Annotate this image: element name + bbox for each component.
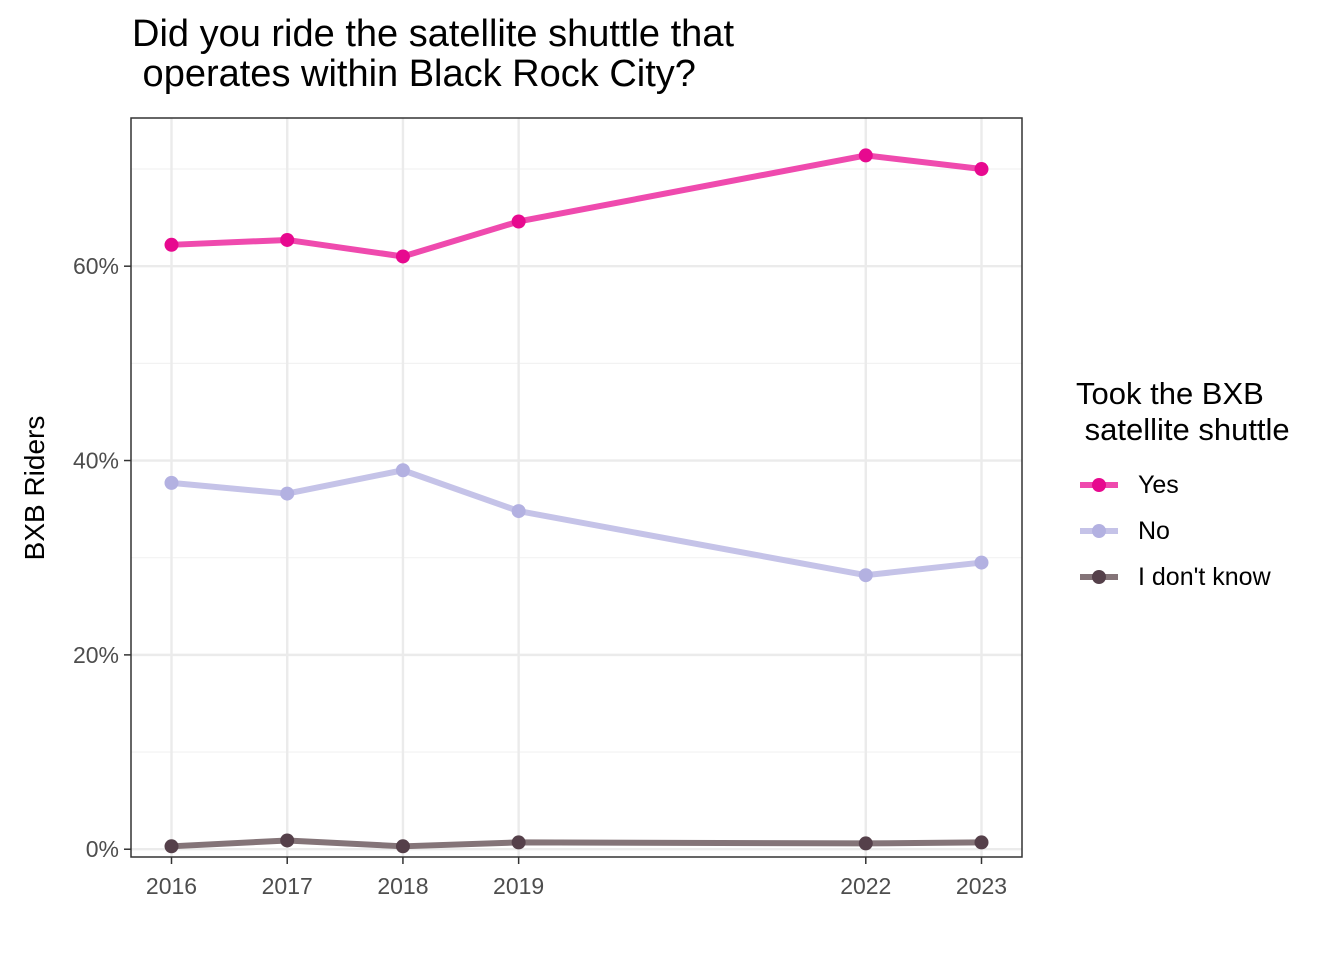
- data-point: [858, 836, 873, 851]
- legend-key: [1076, 462, 1122, 508]
- x-tick-label: 2022: [840, 873, 891, 899]
- data-point: [858, 148, 873, 163]
- data-point: [395, 249, 410, 264]
- data-point: [164, 839, 179, 854]
- data-point: [164, 475, 179, 490]
- legend-items: Yes No I don't know: [1076, 462, 1290, 600]
- data-point: [974, 835, 989, 850]
- series-lines: [164, 148, 989, 854]
- series-line: [171, 152, 982, 260]
- plot-border: [130, 117, 1023, 858]
- legend-label: I don't know: [1138, 562, 1271, 591]
- x-tick-label: 2016: [146, 873, 197, 899]
- legend-key: [1076, 554, 1122, 600]
- chart-title: Did you ride the satellite shuttle that …: [132, 13, 735, 95]
- data-point: [511, 835, 526, 850]
- legend-item: No: [1076, 508, 1290, 554]
- grid-lines: [131, 118, 1022, 857]
- data-point: [511, 504, 526, 519]
- x-tick-label: 2019: [493, 873, 544, 899]
- legend-key-dot: [1092, 478, 1106, 492]
- y-tick-label: 20%: [73, 642, 119, 668]
- legend-item: I don't know: [1076, 554, 1290, 600]
- y-tick-label: 60%: [73, 253, 119, 279]
- data-point: [280, 232, 295, 247]
- y-tick-label: 40%: [73, 448, 119, 474]
- axes: 0% 20% 40% 60% 2016 2017 2018 2019 2022 2023: [73, 253, 1007, 899]
- x-tick-label: 2018: [377, 873, 428, 899]
- x-tick-label: 2017: [262, 873, 313, 899]
- data-point: [858, 568, 873, 583]
- y-axis-label: BXB Riders: [19, 416, 50, 561]
- data-point: [511, 214, 526, 229]
- legend-key-dot: [1092, 570, 1106, 584]
- legend-title: Took the BXB satellite shuttle: [1076, 376, 1290, 447]
- data-point: [974, 162, 989, 177]
- data-point: [974, 555, 989, 570]
- y-tick-label: 0%: [86, 836, 119, 862]
- legend-label: Yes: [1138, 470, 1179, 499]
- data-point: [280, 833, 295, 848]
- legend-item: Yes: [1076, 462, 1290, 508]
- data-point: [164, 237, 179, 252]
- x-tick-label: 2023: [956, 873, 1007, 899]
- data-point: [395, 463, 410, 478]
- legend-label: No: [1138, 516, 1170, 545]
- legend-key-dot: [1092, 524, 1106, 538]
- data-point: [280, 486, 295, 501]
- legend: Took the BXB satellite shuttle Yes No I do…: [1076, 376, 1290, 600]
- series-line: [171, 837, 982, 850]
- series-line: [171, 467, 982, 579]
- legend-key: [1076, 508, 1122, 554]
- data-point: [395, 839, 410, 854]
